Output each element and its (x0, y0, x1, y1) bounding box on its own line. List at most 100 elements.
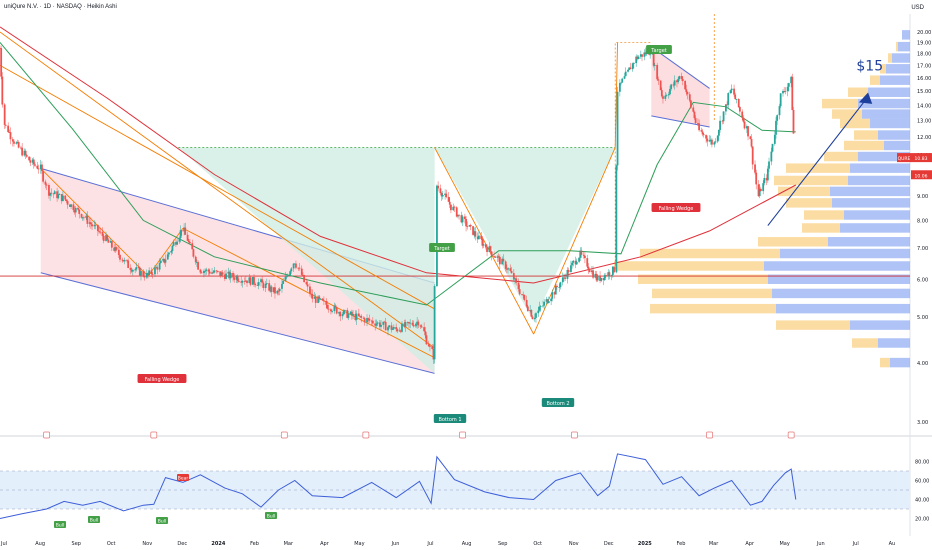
candle-body (632, 63, 635, 64)
candle-body (566, 269, 569, 279)
candle-body (450, 204, 452, 211)
bottom-1-label-bg (433, 414, 467, 423)
candle-body (142, 271, 145, 276)
candle-body (200, 272, 203, 274)
candle-body (106, 235, 109, 240)
candle-body (721, 120, 724, 122)
candle-body (309, 286, 311, 294)
candle-body (592, 270, 594, 278)
candle-body (113, 247, 116, 251)
candle-body (473, 231, 476, 235)
candle-body (82, 217, 85, 219)
volume-profile-bar-down (888, 53, 892, 63)
candle-body (105, 235, 107, 241)
candle-body (321, 298, 324, 301)
candle-body (616, 91, 619, 166)
candle-body (521, 294, 523, 296)
rsi-band (0, 471, 910, 509)
candle-body (522, 294, 525, 296)
price-tick-label: 6.00 (917, 278, 928, 284)
candle-body (216, 271, 219, 273)
candle-body (331, 311, 333, 312)
candle-body (197, 262, 199, 270)
target-zone-area (178, 147, 616, 374)
candle-body (713, 142, 716, 145)
candle-body (390, 325, 393, 330)
price-tick-label: 3.00 (917, 420, 928, 426)
candle-body (20, 147, 22, 149)
candle-body (354, 313, 357, 320)
candle-body (74, 207, 77, 213)
candle-body (91, 224, 93, 227)
candle-body (441, 195, 444, 197)
moving-average-red (0, 26, 797, 284)
candle-body (474, 231, 477, 237)
candle-body (545, 299, 548, 302)
candle-body (256, 285, 259, 286)
trend-line (614, 42, 618, 148)
candle-body (533, 317, 536, 320)
candle-body (729, 90, 732, 94)
candle-body (501, 258, 504, 265)
candle-body (608, 272, 611, 276)
price-tick-label: 16.00 (917, 76, 931, 82)
candle-body (481, 238, 484, 246)
volume-profile-bar-down (804, 210, 844, 220)
candle-body (439, 188, 442, 194)
candle-body (235, 276, 238, 280)
earnings-marker (43, 431, 50, 439)
candle-body (611, 266, 614, 275)
wedge-1-lower-line (40, 272, 435, 374)
candle-body (69, 204, 71, 207)
candle-body (327, 308, 330, 310)
candle-body (547, 301, 550, 303)
candle-body (341, 314, 344, 317)
candle-body (678, 76, 681, 80)
candle-body (660, 90, 663, 97)
candle-body (347, 314, 350, 318)
candle-body (776, 115, 779, 121)
candle-body (512, 273, 515, 280)
candle-body (567, 269, 570, 273)
candle-body (371, 320, 374, 324)
candle-body (24, 150, 27, 156)
rsi-bull-1-bg (54, 521, 66, 528)
candle-body (359, 315, 361, 317)
bottom-2-label: Bottom 2 (546, 401, 569, 407)
candle-body (526, 306, 529, 312)
candle-body (227, 271, 230, 274)
candle-body (730, 88, 733, 91)
rsi-tick-label: 20.00 (915, 517, 929, 523)
candle-body (115, 247, 118, 250)
candle-body (7, 125, 10, 133)
time-tick-label: Mar (284, 541, 294, 547)
candle-body (680, 76, 683, 79)
candle-body (639, 54, 642, 57)
candle-body (786, 86, 789, 92)
candle-body (23, 150, 26, 156)
candle-body (591, 270, 593, 273)
candle-body (162, 258, 165, 261)
candle-body (50, 192, 53, 194)
candle-body (232, 273, 234, 278)
candle-body (29, 160, 32, 163)
rsi-bull-1: Bull (56, 523, 64, 529)
candle-body (212, 272, 215, 274)
candle-body (599, 275, 601, 281)
time-tick-label: Jul (426, 541, 433, 547)
volume-profile-bar-up (878, 338, 910, 348)
candle-body (375, 323, 378, 326)
candle-body (636, 56, 639, 60)
candle-body (484, 244, 487, 248)
projection-arrow-head (858, 92, 873, 104)
ticker-badge: QURE (898, 156, 911, 162)
candle-body (317, 296, 319, 303)
candle-body (140, 271, 142, 276)
candle-body (179, 230, 182, 238)
candle-body (306, 284, 309, 287)
candle-body (637, 56, 640, 60)
volume-profile-bar-up (858, 151, 910, 162)
candle-body (376, 322, 379, 324)
